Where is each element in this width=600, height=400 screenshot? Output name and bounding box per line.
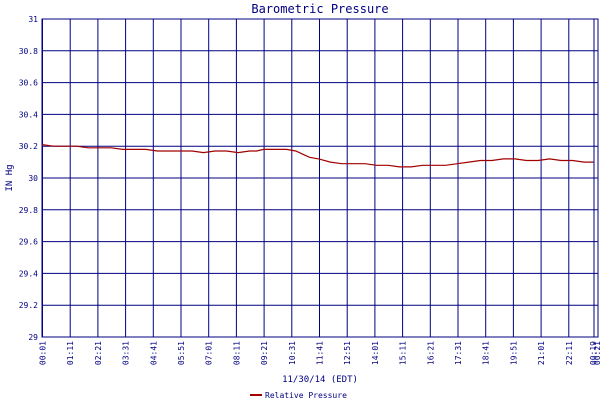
x-tick-label: 21:01 <box>537 341 546 365</box>
y-tick-label: 30.4 <box>19 110 38 119</box>
x-tick-label: 04:41 <box>149 341 158 365</box>
y-tick-label: 30.6 <box>19 79 38 88</box>
y-tick-label: 29.6 <box>19 238 38 247</box>
x-tick-labels: 00:01 01:11 02:21 03:31 04:41 05:51 07:01 08:11… <box>39 341 600 365</box>
x-tick-label: 00:21 <box>593 341 600 365</box>
x-tick-label: 08:11 <box>232 341 241 365</box>
x-tick-label: 07:01 <box>205 341 214 365</box>
x-tick-label: 22:11 <box>565 341 574 365</box>
x-tick-label: 16:21 <box>426 341 435 365</box>
y-tick-label: 30.2 <box>19 142 38 151</box>
y-axis-label: IN Hg <box>5 164 15 191</box>
series-group <box>41 144 594 168</box>
legend: Relative Pressure <box>250 391 347 400</box>
x-axis-label: 11/30/14 (EDT) <box>282 375 358 385</box>
y-tick-label: 29.2 <box>19 301 38 310</box>
x-tick-label: 18:41 <box>482 341 491 365</box>
y-tick-label: 29 <box>28 333 38 342</box>
y-tick-labels: 29 29.2 29.4 29.6 29.8 30 30.2 30.4 30.6 30.8 31 <box>19 15 38 342</box>
y-tick-label: 30.8 <box>19 47 38 56</box>
y-tick-label: 31 <box>28 15 38 24</box>
x-tick-label: 00:01 <box>39 341 48 365</box>
x-tick-label: 02:21 <box>94 341 103 365</box>
x-tick-label: 10:31 <box>288 341 297 365</box>
y-tick-label: 29.8 <box>19 206 38 215</box>
y-tick-label: 29.4 <box>19 269 38 278</box>
series-line-relative-pressure <box>41 144 594 168</box>
x-tick-label: 14:01 <box>371 341 380 365</box>
chart-title: Barometric Pressure <box>251 2 388 16</box>
x-tick-label: 05:51 <box>177 341 186 365</box>
legend-label: Relative Pressure <box>265 391 347 400</box>
x-tick-label: 17:31 <box>454 341 463 365</box>
x-tick-label: 11:41 <box>316 341 325 365</box>
x-tick-label: 19:51 <box>509 341 518 365</box>
y-tick-label: 30 <box>28 174 38 183</box>
x-tick-label: 15:11 <box>399 341 408 365</box>
x-tick-label: 01:11 <box>66 341 75 365</box>
x-tick-label: 00:19 <box>589 341 598 365</box>
x-tick-label: 12:51 <box>343 341 352 365</box>
x-tick-label: 09:21 <box>260 341 269 365</box>
x-tick-label: 03:31 <box>122 341 131 365</box>
grid <box>41 18 599 338</box>
